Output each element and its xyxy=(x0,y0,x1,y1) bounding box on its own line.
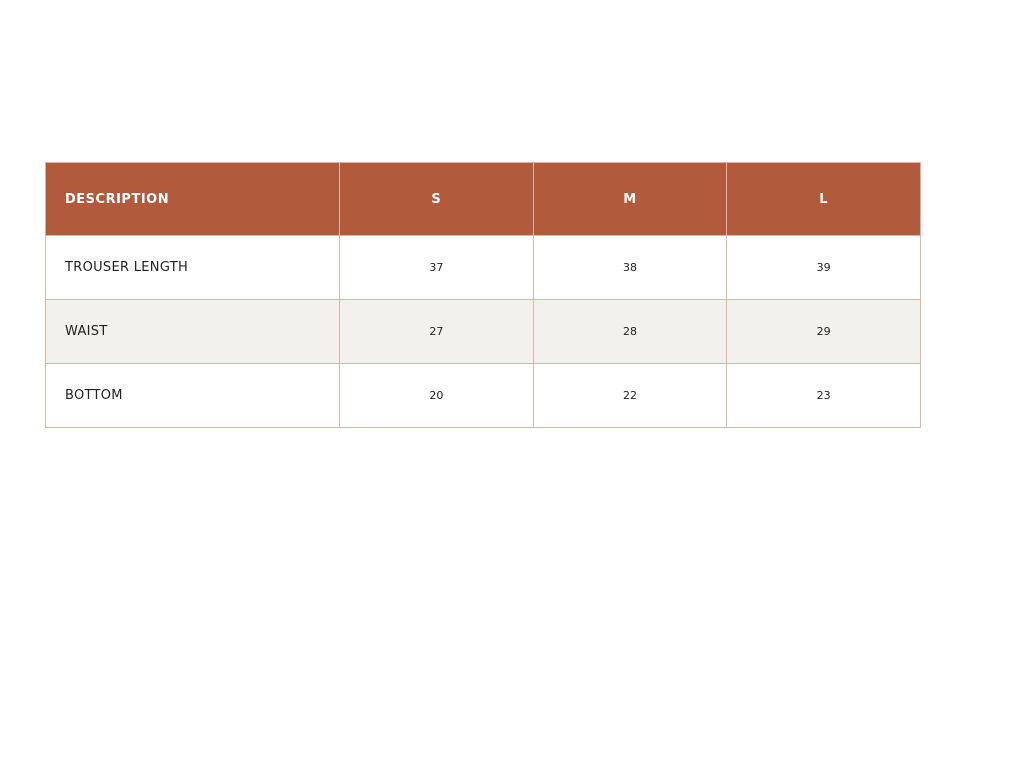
size-table: DESCRIPTION S M L TROUSER LENGTH 37 38 39 WAIST… xyxy=(45,162,921,428)
size-value: 28 xyxy=(532,299,728,364)
header-cell: L xyxy=(726,162,921,236)
table-row: TROUSER LENGTH 37 38 39 xyxy=(45,235,921,300)
header-cell: S xyxy=(339,162,534,236)
size-value: 29 xyxy=(726,299,921,364)
header-cell: M xyxy=(532,162,728,236)
size-value: 39 xyxy=(726,235,921,300)
size-value: 38 xyxy=(532,235,728,300)
row-label: BOTTOM xyxy=(45,363,340,428)
size-value: 22 xyxy=(532,363,728,428)
size-value: 20 xyxy=(339,363,534,428)
size-value: 37 xyxy=(339,235,534,300)
table-body: TROUSER LENGTH 37 38 39 WAIST 27 28 29 BOTTOM 20 2… xyxy=(45,235,921,428)
header-row: DESCRIPTION S M L xyxy=(45,162,921,236)
header-cell: DESCRIPTION xyxy=(45,162,340,236)
size-value: 27 xyxy=(339,299,534,364)
row-label: TROUSER LENGTH xyxy=(45,235,340,300)
table-row: WAIST 27 28 29 xyxy=(45,299,921,364)
row-label: WAIST xyxy=(45,299,340,364)
size-value: 23 xyxy=(726,363,921,428)
table-row: BOTTOM 20 22 23 xyxy=(45,363,921,428)
